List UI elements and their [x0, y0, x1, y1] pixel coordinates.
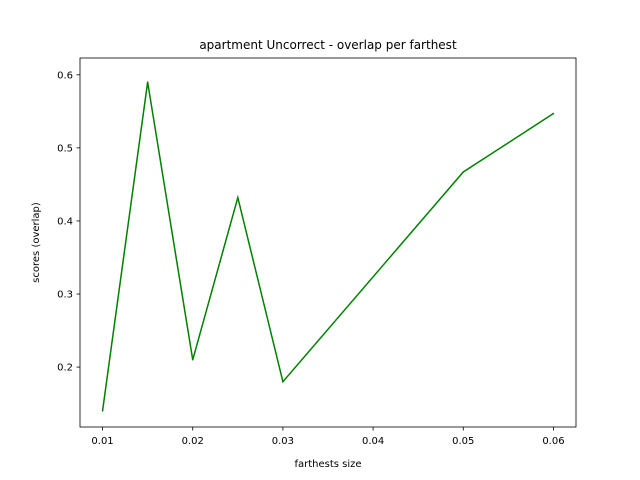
data-point — [552, 112, 555, 115]
x-tick-label: 0.04 — [362, 436, 384, 447]
y-tick-label: 0.5 — [57, 143, 73, 154]
data-point — [146, 81, 149, 83]
y-tick-label: 0.2 — [57, 363, 73, 374]
x-axis: 0.01 0.02 0.03 0.04 0.05 0.06 — [91, 427, 565, 447]
x-axis-label: farthests size — [294, 459, 361, 470]
y-tick-label: 0.3 — [57, 290, 73, 301]
axes-frame — [79, 57, 577, 428]
x-tick-label: 0.03 — [272, 436, 294, 447]
data-point — [462, 171, 465, 173]
data-point — [191, 359, 194, 361]
x-tick-label: 0.01 — [91, 436, 113, 447]
chart-title: apartment Uncorrect - overlap per farthe… — [199, 38, 457, 52]
plot-area — [101, 81, 555, 412]
x-tick-label: 0.06 — [542, 436, 564, 447]
data-point — [237, 196, 239, 199]
y-axis: 0.2 0.3 0.4 0.5 0.6 — [57, 70, 80, 374]
x-tick-label: 0.05 — [452, 436, 474, 447]
data-point — [101, 410, 104, 412]
y-tick-label: 0.4 — [57, 217, 73, 228]
data-point — [282, 380, 284, 383]
y-axis-label: scores (overlap) — [31, 202, 42, 283]
y-tick-label: 0.6 — [57, 70, 73, 81]
x-tick-label: 0.02 — [182, 436, 204, 447]
